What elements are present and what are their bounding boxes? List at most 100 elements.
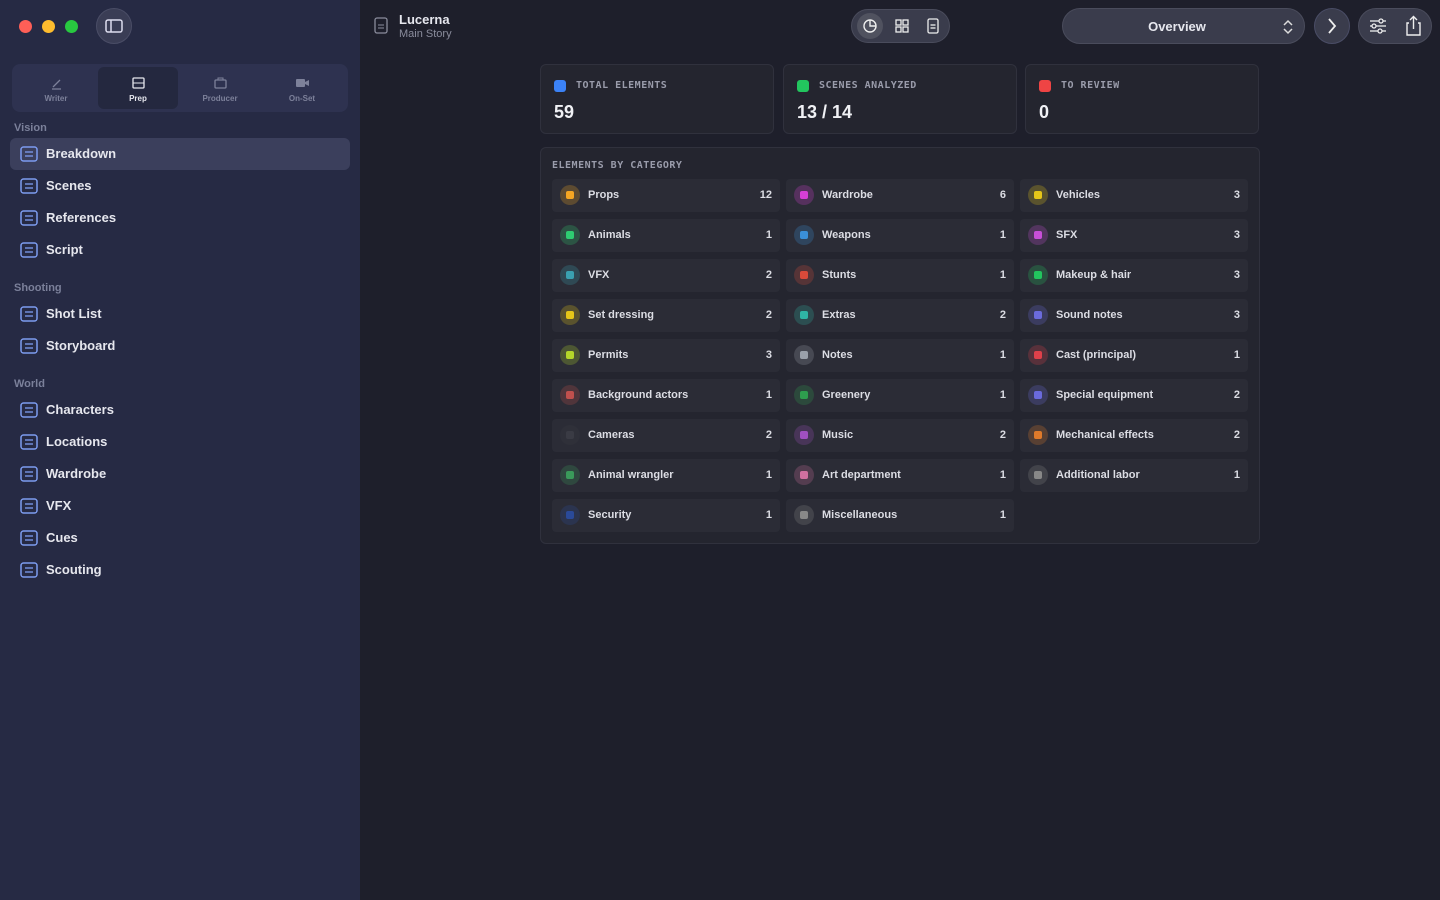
category-count: 2 [765, 269, 772, 281]
category-icon [1028, 345, 1048, 365]
category-row[interactable]: Vehicles 3 [1020, 179, 1248, 212]
mode-tab[interactable]: Writer [16, 67, 96, 109]
share-button[interactable] [1406, 15, 1421, 36]
category-count: 2 [1233, 389, 1240, 401]
category-icon-glyph [566, 231, 574, 239]
category-icon [1028, 425, 1048, 445]
category-row[interactable]: Weapons 1 [786, 219, 1014, 252]
category-row[interactable]: Greenery 1 [786, 379, 1014, 412]
category-icon-glyph [566, 311, 574, 319]
category-name: Weapons [822, 229, 871, 241]
mode-tab[interactable]: Prep [98, 67, 178, 109]
category-icon-glyph [1034, 471, 1042, 479]
minimize-button[interactable] [42, 20, 55, 33]
category-row[interactable]: Animals 1 [552, 219, 780, 252]
nav-item[interactable]: References [10, 202, 350, 234]
view-selector[interactable]: Overview [1062, 8, 1305, 44]
forward-button[interactable] [1314, 8, 1350, 44]
category-count: 3 [1233, 269, 1240, 281]
category-row[interactable]: Makeup & hair 3 [1020, 259, 1248, 292]
category-icon-glyph [1034, 231, 1042, 239]
category-name: Cameras [588, 429, 635, 441]
category-icon-glyph [1034, 351, 1042, 359]
mode-tab[interactable]: Producer [180, 67, 260, 109]
mode-icon [214, 77, 227, 89]
settings-button[interactable] [1370, 18, 1386, 34]
category-count: 1 [765, 229, 772, 241]
category-count: 2 [765, 429, 772, 441]
category-row[interactable]: Notes 1 [786, 339, 1014, 372]
nav-item[interactable]: Storyboard [10, 330, 350, 362]
mode-tab[interactable]: On-Set [262, 67, 342, 109]
category-count: 2 [1233, 429, 1240, 441]
stat-icon [1039, 80, 1051, 92]
category-row[interactable]: Music 2 [786, 419, 1014, 452]
document-view-button[interactable] [927, 18, 939, 34]
category-row[interactable]: VFX 2 [552, 259, 780, 292]
nav-item[interactable]: Wardrobe [10, 458, 350, 490]
category-icon [560, 505, 580, 525]
category-row[interactable]: Set dressing 2 [552, 299, 780, 332]
category-row[interactable]: Cast (principal) 1 [1020, 339, 1248, 372]
nav-icon [20, 146, 38, 162]
mode-icon [132, 77, 145, 89]
nav-item[interactable]: VFX [10, 490, 350, 522]
category-count: 3 [765, 349, 772, 361]
category-icon-glyph [1034, 431, 1042, 439]
category-row[interactable]: Mechanical effects 2 [1020, 419, 1248, 452]
category-count: 1 [999, 229, 1006, 241]
close-button[interactable] [19, 20, 32, 33]
nav-label: Cues [46, 530, 78, 545]
nav-item[interactable]: Characters [10, 394, 350, 426]
category-icon [560, 305, 580, 325]
mode-label: Producer [202, 94, 238, 103]
category-row[interactable]: Animal wrangler 1 [552, 459, 780, 492]
nav-label: Wardrobe [46, 466, 107, 481]
category-row[interactable]: Permits 3 [552, 339, 780, 372]
category-name: Permits [588, 349, 629, 361]
nav-icon [20, 242, 38, 258]
category-icon-glyph [800, 271, 808, 279]
category-icon [560, 345, 580, 365]
nav-item[interactable]: Breakdown [10, 138, 350, 170]
category-row[interactable]: Sound notes 3 [1020, 299, 1248, 332]
category-row[interactable]: Wardrobe 6 [786, 179, 1014, 212]
category-row[interactable]: Security 1 [552, 499, 780, 532]
nav-item[interactable]: Locations [10, 426, 350, 458]
stat-label: TO REVIEW [1061, 80, 1120, 91]
category-icon [794, 385, 814, 405]
category-name: Set dressing [588, 309, 655, 321]
nav-item[interactable]: Cues [10, 522, 350, 554]
nav-item[interactable]: Shot List [10, 298, 350, 330]
category-row[interactable]: Stunts 1 [786, 259, 1014, 292]
category-name: Notes [822, 349, 853, 361]
category-row[interactable]: Additional labor 1 [1020, 459, 1248, 492]
category-row[interactable]: Props 12 [552, 179, 780, 212]
chevron-updown [1283, 19, 1293, 35]
nav-label: Locations [46, 434, 108, 449]
category-row[interactable]: Extras 2 [786, 299, 1014, 332]
category-count: 2 [999, 429, 1006, 441]
stat-value: 0 [1039, 102, 1050, 122]
stat-icon [554, 80, 566, 92]
category-name: Animal wrangler [588, 469, 674, 481]
category-row[interactable]: SFX 3 [1020, 219, 1248, 252]
category-icon [1028, 225, 1048, 245]
category-count: 1 [765, 389, 772, 401]
category-row[interactable]: Special equipment 2 [1020, 379, 1248, 412]
category-row[interactable]: Miscellaneous 1 [786, 499, 1014, 532]
grid-view-button[interactable] [895, 19, 909, 33]
mode-label: Prep [129, 94, 147, 103]
category-name: Miscellaneous [822, 509, 898, 521]
nav-item[interactable]: Script [10, 234, 350, 266]
nav-item[interactable]: Scouting [10, 554, 350, 586]
zoom-button[interactable] [65, 20, 78, 33]
category-row[interactable]: Art department 1 [786, 459, 1014, 492]
category-row[interactable]: Cameras 2 [552, 419, 780, 452]
nav-item[interactable]: Scenes [10, 170, 350, 202]
nav-label: Script [46, 242, 83, 257]
panel-title: ELEMENTS BY CATEGORY [552, 160, 683, 171]
category-row[interactable]: Background actors 1 [552, 379, 780, 412]
sidebar-toggle[interactable] [96, 8, 132, 44]
